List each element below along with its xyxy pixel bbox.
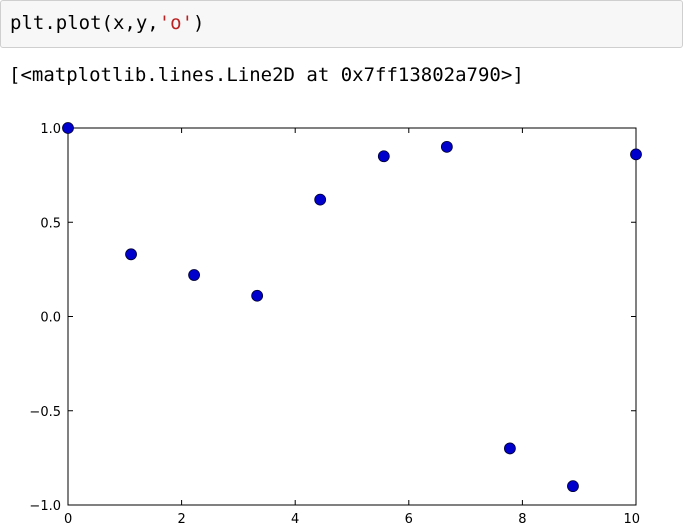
- x-tick-label: 2: [177, 512, 185, 527]
- code-input-cell[interactable]: plt.plot(x,y,'o'): [0, 0, 683, 48]
- data-point: [377, 150, 390, 163]
- data-point: [440, 140, 453, 153]
- code-line[interactable]: plt.plot(x,y,'o'): [10, 12, 205, 34]
- data-point: [567, 480, 579, 493]
- data-point: [314, 193, 327, 206]
- x-tick-label: 0: [64, 512, 72, 527]
- data-point: [188, 269, 200, 281]
- x-tick-label: 6: [405, 512, 413, 527]
- x-tick-label: 10: [623, 512, 640, 527]
- plot-frame: [67, 127, 637, 506]
- y-tick-label: 0.5: [40, 216, 61, 231]
- data-point: [251, 289, 264, 302]
- x-tick-label: 8: [518, 512, 526, 527]
- code-suffix: ): [193, 12, 205, 34]
- y-tick-label: −0.5: [29, 405, 61, 420]
- code-string-literal: 'o': [158, 12, 194, 34]
- code-prefix: plt.plot(x,y,: [10, 12, 159, 34]
- y-tick-label: −1.0: [29, 499, 61, 514]
- x-tick-label: 4: [291, 512, 299, 527]
- output-text: [<matplotlib.lines.Line2D at 0x7ff13802a…: [9, 64, 524, 86]
- y-tick-label: 0.0: [40, 311, 61, 326]
- data-point: [62, 122, 74, 134]
- y-tick-label: 1.0: [40, 122, 61, 137]
- data-point: [630, 148, 642, 161]
- data-point: [125, 248, 137, 261]
- data-point: [504, 442, 516, 455]
